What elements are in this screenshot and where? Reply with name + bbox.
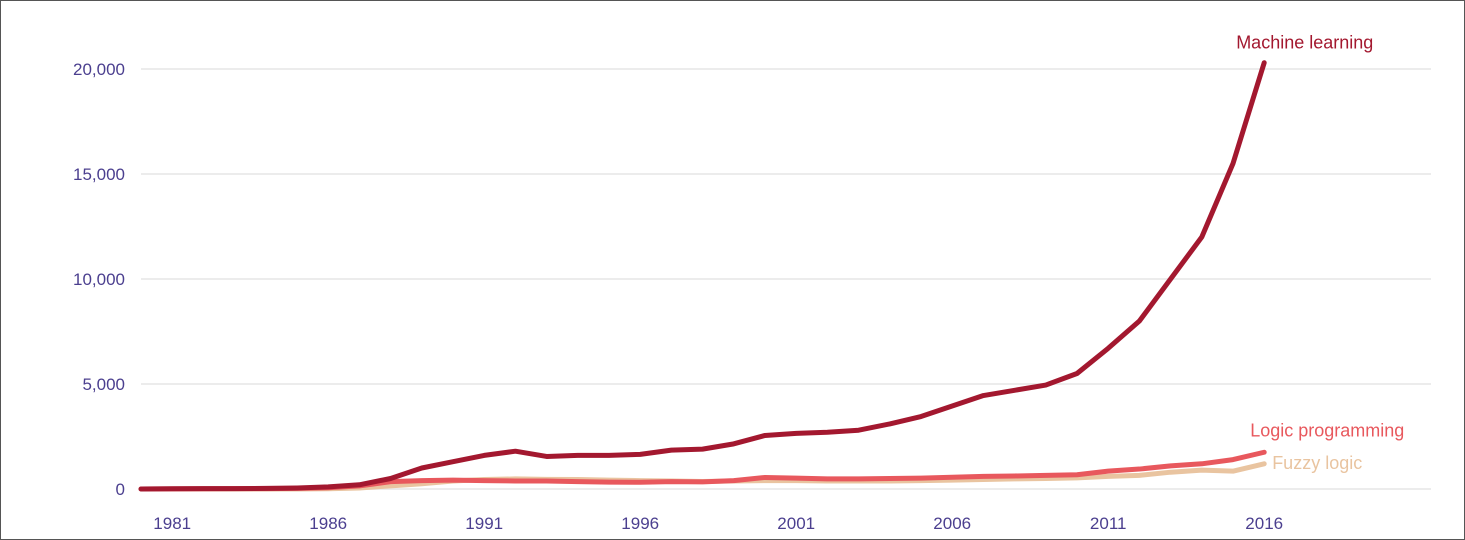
x-tick-label: 2011 [1090,514,1127,533]
series-label-machine-learning: Machine learning [1236,33,1373,53]
y-tick-label: 15,000 [73,165,125,184]
series-line-logic-programming [138,449,1267,492]
x-tick-label: 1991 [465,514,503,533]
y-tick-label: 5,000 [82,375,125,394]
y-tick-label: 0 [116,480,125,499]
series-label-logic-programming: Logic programming [1250,420,1404,440]
x-axis-ticks: 1981 1986 1991 1996 2001 2006 2011 2016 [153,514,1283,533]
x-tick-label: 1981 [153,514,191,533]
x-tick-label: 1996 [621,514,659,533]
series-line-machine-learning [138,60,1267,492]
x-tick-label: 2001 [777,514,815,533]
y-axis-ticks: 0 5,000 10,000 15,000 20,000 [73,60,125,499]
series-lines [138,60,1267,492]
y-tick-label: 10,000 [73,270,125,289]
x-tick-label: 2006 [933,514,971,533]
series-labels: Machine learning Logic programming Fuzzy l… [1236,33,1404,473]
x-tick-label: 1986 [309,514,347,533]
series-label-fuzzy-logic: Fuzzy logic [1272,453,1362,473]
gridlines [141,68,1431,490]
y-tick-label: 20,000 [73,60,125,79]
x-tick-label: 2016 [1245,514,1283,533]
